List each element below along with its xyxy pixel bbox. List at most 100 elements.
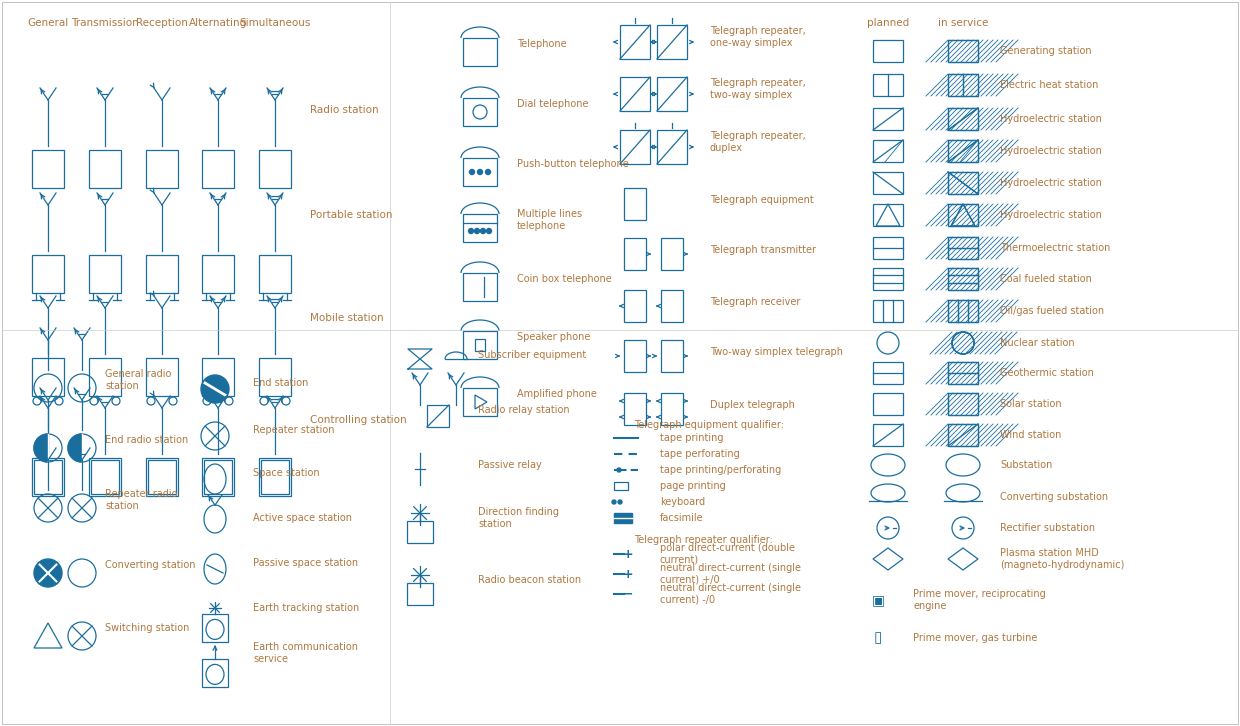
Polygon shape: [33, 434, 48, 462]
Bar: [661, 393, 683, 425]
Text: Passive relay: Passive relay: [477, 460, 542, 470]
Bar: [949, 108, 978, 130]
Bar: [873, 268, 903, 290]
Bar: [202, 614, 228, 642]
Bar: [949, 393, 978, 415]
Text: Radio station: Radio station: [310, 105, 378, 115]
Bar: [259, 255, 291, 293]
Text: Telegraph repeater,
two-way simplex: Telegraph repeater, two-way simplex: [711, 78, 806, 99]
Bar: [407, 521, 433, 543]
Text: Oil/gas fueled station: Oil/gas fueled station: [999, 306, 1104, 316]
Bar: [146, 255, 179, 293]
Bar: [949, 74, 978, 96]
Bar: [620, 77, 650, 111]
Text: Prime mover, reciprocating
engine: Prime mover, reciprocating engine: [913, 590, 1045, 611]
Text: keyboard: keyboard: [660, 497, 706, 507]
Text: tape printing/perforating: tape printing/perforating: [660, 465, 781, 475]
Bar: [873, 204, 903, 226]
Bar: [202, 458, 234, 496]
Circle shape: [469, 229, 474, 234]
Text: facsimile: facsimile: [660, 513, 703, 523]
Bar: [949, 393, 978, 415]
Text: Earth communication
service: Earth communication service: [253, 643, 358, 664]
Text: Solar station: Solar station: [999, 399, 1061, 409]
Text: Hydroelectric station: Hydroelectric station: [999, 114, 1102, 124]
Bar: [949, 237, 978, 259]
Bar: [407, 583, 433, 605]
Bar: [873, 140, 903, 162]
Bar: [661, 238, 683, 270]
Text: Transmission: Transmission: [71, 18, 139, 28]
Circle shape: [618, 500, 622, 504]
Bar: [259, 358, 291, 396]
Bar: [91, 460, 119, 494]
Text: Hydroelectric station: Hydroelectric station: [999, 146, 1102, 156]
Text: Reception: Reception: [136, 18, 188, 28]
Bar: [620, 25, 650, 59]
Text: Passive space station: Passive space station: [253, 558, 358, 568]
Bar: [949, 172, 978, 194]
Text: Plasma station MHD
(magneto-hydrodynamic): Plasma station MHD (magneto-hydrodynamic…: [999, 548, 1125, 570]
Bar: [873, 393, 903, 415]
Text: Hydroelectric station: Hydroelectric station: [999, 178, 1102, 188]
Bar: [89, 458, 122, 496]
Text: Simultaneous: Simultaneous: [239, 18, 311, 28]
Text: Switching station: Switching station: [105, 623, 190, 633]
Bar: [873, 362, 903, 384]
Text: Nuclear station: Nuclear station: [999, 338, 1075, 348]
Bar: [624, 290, 646, 322]
Text: Converting station: Converting station: [105, 560, 196, 570]
Bar: [949, 362, 978, 384]
Bar: [949, 300, 978, 322]
Bar: [624, 393, 646, 425]
Bar: [463, 158, 497, 186]
Text: Geothermic station: Geothermic station: [999, 368, 1094, 378]
Text: −: −: [622, 587, 634, 600]
Bar: [463, 214, 497, 242]
Text: Controlling station: Controlling station: [310, 415, 407, 425]
Bar: [148, 460, 176, 494]
Bar: [202, 255, 234, 293]
Text: Telegraph receiver: Telegraph receiver: [711, 297, 800, 307]
Text: Portable station: Portable station: [310, 210, 393, 220]
Bar: [949, 300, 978, 322]
Text: +: +: [622, 568, 634, 581]
Bar: [873, 172, 903, 194]
Bar: [32, 150, 64, 188]
Bar: [949, 424, 978, 446]
Text: Duplex telegraph: Duplex telegraph: [711, 400, 795, 410]
Text: tape printing: tape printing: [660, 433, 723, 443]
Circle shape: [481, 229, 486, 234]
Text: neutral direct-current (single
current) +/0: neutral direct-current (single current) …: [660, 563, 801, 585]
Circle shape: [33, 559, 62, 587]
Bar: [873, 74, 903, 96]
Bar: [949, 237, 978, 259]
Bar: [949, 362, 978, 384]
Bar: [202, 659, 228, 687]
Bar: [661, 290, 683, 322]
Bar: [260, 460, 289, 494]
Bar: [463, 38, 497, 66]
Circle shape: [486, 169, 491, 174]
Text: Coal fueled station: Coal fueled station: [999, 274, 1092, 284]
Text: Telegraph transmitter: Telegraph transmitter: [711, 245, 816, 255]
Bar: [89, 255, 122, 293]
Text: planned: planned: [867, 18, 909, 28]
Bar: [949, 268, 978, 290]
Text: Alternating: Alternating: [188, 18, 247, 28]
Bar: [873, 40, 903, 62]
Bar: [33, 460, 62, 494]
Text: Repeater station: Repeater station: [253, 425, 335, 435]
Text: Mobile station: Mobile station: [310, 313, 383, 323]
Bar: [202, 358, 234, 396]
Text: Telegraph equipment qualifier:: Telegraph equipment qualifier:: [634, 420, 784, 430]
Bar: [949, 140, 978, 162]
Text: Amplified phone: Amplified phone: [517, 389, 596, 399]
Bar: [146, 358, 179, 396]
Bar: [89, 358, 122, 396]
Text: ▣: ▣: [872, 593, 884, 607]
Text: ▯: ▯: [874, 630, 882, 645]
Text: Telegraph repeater qualifier:: Telegraph repeater qualifier:: [634, 535, 773, 545]
Bar: [146, 458, 179, 496]
Circle shape: [201, 375, 229, 403]
